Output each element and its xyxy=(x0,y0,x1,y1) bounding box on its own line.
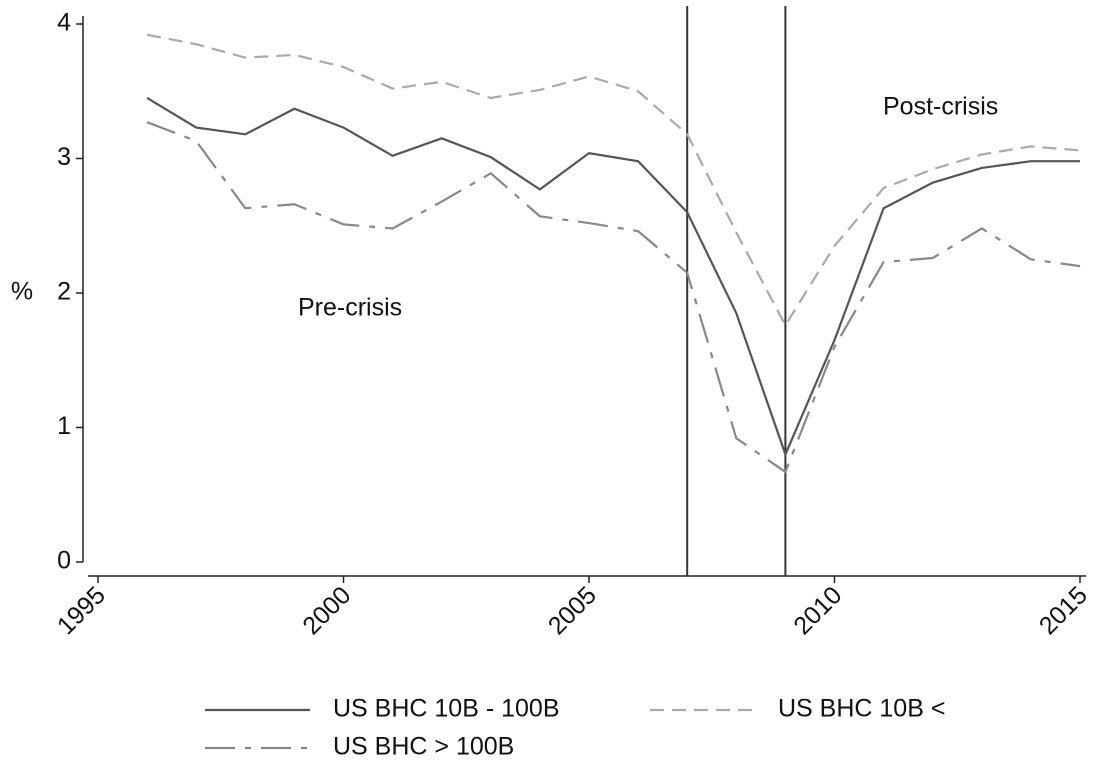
annotation: Post-crisis xyxy=(883,93,998,121)
y-tick-label: 0 xyxy=(57,547,71,575)
x-tick-label: 2015 xyxy=(1034,581,1093,640)
series-line xyxy=(146,97,1080,458)
x-tick-label: 2005 xyxy=(543,581,602,640)
annotation: Pre-crisis xyxy=(298,294,402,322)
x-tick-label: 2000 xyxy=(297,581,356,640)
y-tick-label: 3 xyxy=(57,143,71,171)
legend-label: US BHC > 100B xyxy=(333,733,514,761)
series-line xyxy=(146,121,1081,474)
y-tick-label: 1 xyxy=(57,412,71,440)
series-line xyxy=(146,33,1081,328)
x-tick-label: 2010 xyxy=(788,581,847,640)
legend-label: US BHC 10B - 100B xyxy=(333,695,560,723)
x-tick-label: 1995 xyxy=(52,581,111,640)
legend-label: US BHC 10B < xyxy=(778,695,945,723)
y-axis-label: % xyxy=(11,278,33,306)
y-tick-label: 4 xyxy=(57,9,71,37)
y-tick-label: 2 xyxy=(57,278,71,306)
